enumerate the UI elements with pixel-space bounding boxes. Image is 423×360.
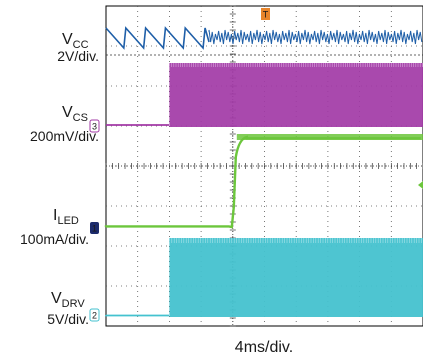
label-vcs: VCS 200mV/div. — [30, 104, 99, 144]
traces — [104, 26, 423, 317]
channel-marker-vdrv-box — [89, 308, 100, 322]
channel-marker-vcs-box — [89, 119, 100, 133]
channel-marker-vcs-label: 3 — [92, 122, 97, 132]
trace-vcc-ripple — [208, 29, 423, 45]
label-iled-name: ILED — [53, 207, 79, 227]
label-iled-scale: 100mA/div. — [20, 231, 89, 247]
trace-vdrv-baseline — [105, 314, 169, 317]
label-vcs-scale: 200mV/div. — [30, 128, 99, 144]
channel-marker-vcs: 3 — [89, 119, 100, 133]
label-vcc-name: VCC — [62, 31, 89, 51]
label-vcs-name: VCS — [62, 104, 88, 124]
time-scale-label: 4ms/div. — [235, 339, 293, 356]
label-vcc: VCC 2V/div. — [57, 31, 99, 64]
label-vdrv-name: VDRV — [51, 290, 85, 310]
trigger-marker-label: T — [263, 10, 269, 20]
label-vdrv-scale: 5V/div. — [47, 311, 89, 327]
trigger-marker: T — [261, 8, 270, 20]
trace-vcs-envelope — [169, 63, 423, 127]
channel-marker-iled: 1 — [90, 222, 99, 234]
channel-marker-vdrv: 2 — [89, 308, 100, 322]
label-iled: ILED 100mA/div. — [20, 207, 89, 247]
trace-iled-band — [236, 134, 423, 140]
channel-marker-iled-label: 1 — [92, 224, 97, 234]
trace-vcc-sawtooth — [105, 26, 210, 50]
channel-marker-iled-box — [90, 222, 99, 234]
trace-vdrv-texture — [169, 238, 422, 243]
grid — [105, 5, 423, 327]
label-vcc-scale: 2V/div. — [57, 48, 99, 64]
trace-vcs-texture — [169, 63, 423, 67]
trigger-marker-box — [261, 8, 270, 20]
iled-trigger-level-arrow — [418, 181, 423, 189]
label-vdrv: VDRV 5V/div. — [47, 290, 89, 327]
channel-marker-vdrv-label: 2 — [92, 311, 97, 321]
trace-vdrv-envelope — [169, 238, 423, 317]
